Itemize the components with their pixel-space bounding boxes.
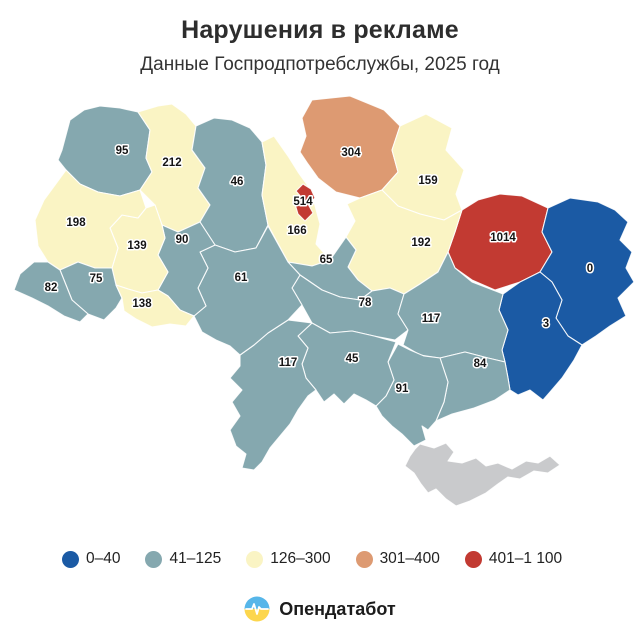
region-label-rivne: 212 [162,157,181,169]
legend-item-301-400: 301–400 [355,550,440,568]
region-label-volyn: 95 [116,145,129,157]
region-label-vinnytsia: 61 [235,272,248,284]
region-label-kharkiv: 1014 [490,232,516,244]
legend-label: 401–1 100 [488,550,563,567]
region-label-kirovohrad: 78 [359,297,372,309]
region-label-zhytomyr: 46 [231,176,244,188]
chart-header: Нарушения в рекламе Данные Госпродпотреб… [0,16,640,76]
region-zakarpattia [13,261,89,323]
region-label-kherson: 91 [396,383,409,395]
region-label-kyiv-city: 514 [293,196,313,208]
legend-dot-red-icon [464,550,482,568]
region-label-zaporizhzhia: 84 [474,358,487,370]
legend-label: 126–300 [270,550,331,567]
region-label-ternopil: 139 [127,240,146,252]
region-label-poltava: 192 [411,237,430,249]
legend-dot-teal-icon [145,550,163,568]
region-label-cherkasy: 65 [320,254,333,266]
legend-dot-orange-icon [355,550,373,568]
brand-name: Опендатабот [279,598,396,619]
region-label-donetsk: 3 [543,318,549,330]
legend-label: 0–40 [86,550,121,567]
region-crimea-no-data [404,442,561,507]
region-label-dnipropetrovsk: 117 [422,313,441,325]
region-kyiv-oblast [261,135,331,267]
region-chernivtsi [115,284,195,328]
legend-item-401-1100: 401–1 100 [464,550,563,568]
region-label-khmelnytskyi: 90 [176,234,189,246]
footer-brand: Опендатабот [0,596,640,622]
region-label-zakarpattia: 82 [45,282,58,294]
legend-item-41-125: 41–125 [145,550,221,568]
legend-dot-yellow-icon [246,550,264,568]
page-title: Нарушения в рекламе [181,16,459,44]
legend: 0–40 41–125 126–300 301–400 401–1 100 [62,550,562,568]
legend-label: 41–125 [169,550,222,567]
region-label-luhansk: 0 [587,263,593,275]
legend-label: 301–400 [379,550,440,567]
region-kyiv-city [294,183,316,222]
opendatabot-logo-icon [244,596,270,622]
region-label-mykolaiv: 45 [346,353,359,365]
legend-item-0-40: 0–40 [62,550,120,568]
region-label-sumy: 159 [418,175,437,187]
region-label-kyiv-oblast: 166 [287,225,306,237]
page-subtitle: Данные Госпродпотребслужбы, 2025 год [140,54,500,75]
region-label-chernivtsi: 138 [132,298,152,310]
region-label-lviv: 198 [66,217,86,229]
region-label-ivano-frankivsk: 75 [90,273,103,285]
region-label-chernihiv: 304 [341,147,361,159]
region-lviv [34,169,147,271]
legend-dot-blue-icon [62,550,79,568]
region-odesa [229,319,317,471]
region-label-odesa: 117 [279,357,298,369]
legend-item-126-300: 126–300 [246,550,331,568]
